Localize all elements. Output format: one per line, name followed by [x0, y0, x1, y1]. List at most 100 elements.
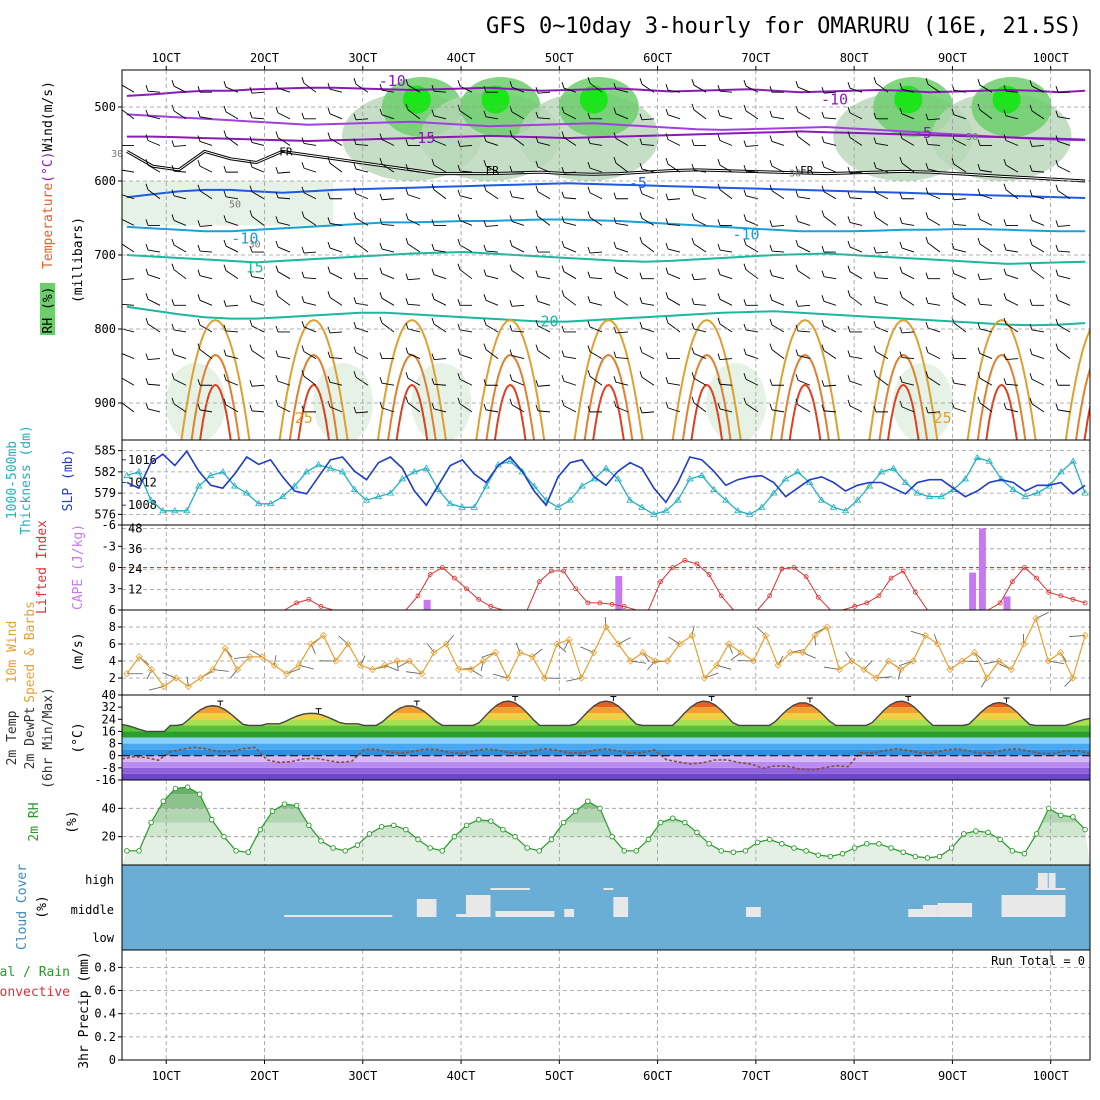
wind10m-marker [160, 682, 168, 691]
rh2m-marker [876, 841, 882, 847]
thickness-marker [326, 464, 335, 471]
wind-barb [509, 215, 525, 226]
wind-barb [1029, 214, 1045, 226]
wind-barb [899, 351, 915, 360]
wind-barb [795, 239, 811, 253]
rh2m-ylabel-1-part: 2m RH [27, 802, 42, 841]
wind-barb [353, 187, 369, 200]
contour-label: -15 [408, 129, 435, 147]
contour-label: 30 [789, 168, 801, 179]
wind-barb [691, 79, 707, 93]
temperature-dome [887, 383, 920, 440]
wind-barb [561, 350, 577, 360]
temp-band [122, 731, 1090, 738]
slp-ylabel-part: SLP (mb) [61, 449, 76, 512]
rh2m-marker [257, 826, 264, 833]
lifted-index-marker [561, 568, 566, 574]
wind10m-marker [479, 657, 487, 665]
wind-barb [197, 220, 213, 227]
rh2m-marker [1033, 831, 1040, 837]
wind-barb [197, 135, 213, 146]
rh2m-marker [694, 829, 700, 836]
wind-barb [223, 324, 239, 333]
slp-ylabel: SLP (mb) [61, 449, 76, 512]
wind-barb [483, 379, 498, 386]
contour-label: 30 [249, 239, 261, 250]
wind-barb [197, 379, 212, 386]
cloud-ylabel-2: (%) [35, 895, 50, 918]
wind-barb [353, 113, 369, 121]
wind10m-marker [774, 661, 782, 669]
wind-barb [301, 211, 317, 226]
wind-barb [301, 161, 317, 173]
rh2m-marker [281, 801, 288, 807]
wind-barb [639, 406, 655, 414]
rh2m-marker [488, 818, 494, 824]
rh2m-marker [512, 833, 518, 840]
rh2m-marker [851, 845, 858, 851]
wind-barb [145, 402, 161, 413]
y-tick-label: -3 [102, 539, 116, 553]
wind-ylabel-2-part: Speed & Barbs [23, 601, 38, 703]
wind-barb [821, 210, 837, 226]
wind-barb [951, 292, 967, 306]
wind-barb [145, 85, 161, 93]
rh2m-marker [293, 802, 300, 809]
precip-ylabel-1: Total / Rain [0, 965, 70, 980]
rh2m-marker [912, 853, 919, 860]
contour-label: -5 [629, 174, 647, 192]
wind-barb [665, 157, 681, 173]
cloud-ylabel-1: Cloud Cover [15, 864, 30, 950]
wind-barb [717, 353, 733, 361]
rh2m-marker [124, 848, 130, 854]
wind10m-marker [516, 648, 524, 657]
y-tick-label: 20 [102, 830, 116, 844]
wind-barb [405, 298, 421, 306]
wind10m-marker [995, 657, 1003, 665]
rh2m-marker [415, 836, 421, 843]
wind-barb [847, 350, 863, 360]
wind10m-marker [405, 657, 414, 665]
wind-barb [301, 137, 317, 146]
wind-barb [223, 81, 239, 93]
wind10m-marker [737, 648, 745, 657]
thickness-marker [985, 457, 993, 464]
rh2m-marker [160, 798, 167, 805]
thickness-marker [710, 485, 718, 492]
wind-barb [535, 185, 551, 200]
cape-ylabel-part: CAPE (J/kg) [71, 524, 86, 610]
top-date-label: 6OCT [643, 51, 672, 65]
rh2m-band [122, 794, 1090, 809]
rh2m-marker [342, 848, 348, 854]
wind-barb [171, 164, 187, 173]
thickness-marker [638, 503, 646, 510]
wind-barb [379, 108, 395, 120]
wind-barb [431, 317, 447, 333]
wind10m-marker [135, 653, 143, 661]
wind-barb [145, 353, 161, 361]
temp-bands [122, 701, 1090, 780]
rh2m-marker [427, 845, 433, 851]
wind-barb [535, 111, 551, 120]
rh2m-marker [864, 841, 870, 847]
rh2m-marker [148, 819, 154, 826]
wind-barb [873, 186, 889, 200]
wind-barb [249, 295, 265, 306]
wind-barb [1029, 140, 1045, 147]
wind10m-marker [541, 674, 549, 682]
isotherm-line [126, 218, 1086, 233]
wind-barb [873, 345, 889, 359]
temp-band [122, 755, 1090, 762]
upper-ylabel-part: Wind [41, 120, 56, 151]
wind10m-barb [980, 677, 988, 688]
thickness-marker [386, 489, 395, 496]
lifted-index-marker [476, 596, 482, 602]
wind10m-marker [184, 682, 192, 691]
wind-barb [509, 398, 525, 413]
slp-tick-label: 1008 [128, 498, 157, 512]
wind-barb [665, 108, 681, 120]
cloud-bar [937, 903, 973, 917]
thickness-marker [183, 507, 191, 514]
temp-ylabel-2-part: 2m DewPt [23, 707, 38, 770]
wind-barb [847, 106, 863, 120]
